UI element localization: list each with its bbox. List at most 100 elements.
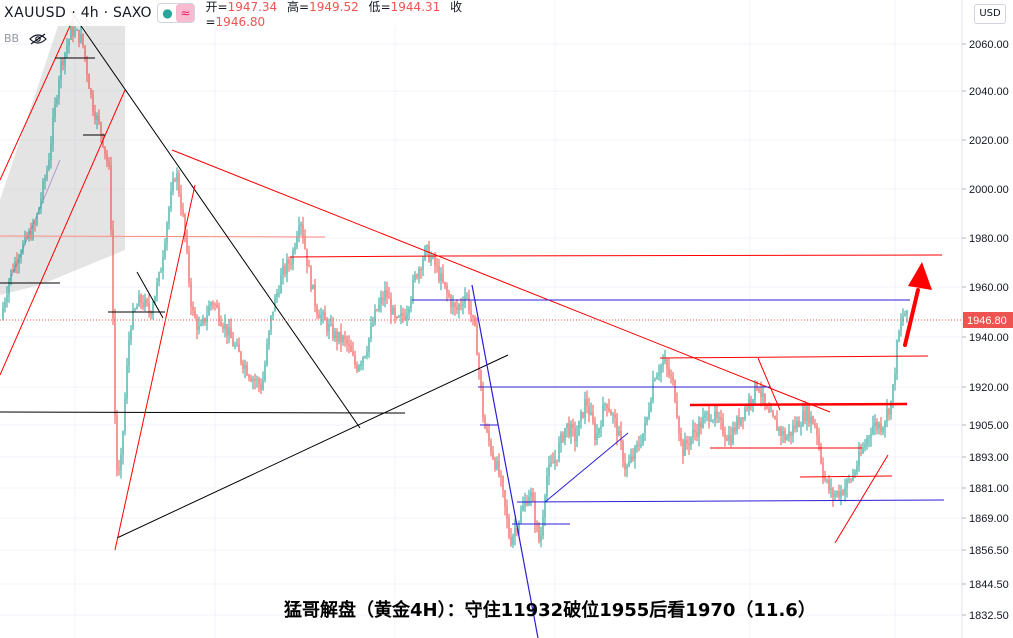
candle-body	[234, 345, 236, 347]
high-value: 1949.52	[309, 0, 359, 14]
candle	[794, 416, 796, 433]
candle	[202, 314, 204, 327]
candle	[672, 371, 674, 386]
candle	[178, 169, 180, 197]
candle	[572, 418, 574, 437]
candle	[566, 423, 568, 438]
candle-body	[896, 341, 898, 374]
candle-body	[160, 271, 162, 273]
open-label: 开	[205, 0, 218, 14]
candle	[668, 357, 670, 379]
candle-body	[534, 501, 536, 525]
currency-button[interactable]: USD	[974, 4, 1006, 24]
candle-body	[4, 301, 6, 308]
candle	[540, 526, 542, 548]
candle-body	[14, 261, 16, 272]
candle-body	[498, 460, 500, 475]
candle-body	[76, 29, 78, 31]
candle-body	[842, 490, 844, 495]
red-level-line	[659, 355, 929, 359]
candle	[388, 287, 390, 299]
candle	[702, 407, 704, 429]
candle	[774, 415, 776, 420]
candle-body	[668, 367, 670, 375]
candle	[636, 440, 638, 453]
candle-body	[476, 325, 478, 356]
candle-body	[522, 505, 524, 511]
candle	[662, 354, 664, 373]
candle	[376, 308, 378, 312]
candle-body	[128, 340, 130, 366]
candle	[400, 304, 402, 325]
candle	[278, 285, 280, 298]
candle-body	[78, 29, 80, 43]
candle-body	[740, 417, 742, 425]
candle	[846, 477, 848, 498]
candle-body	[120, 454, 122, 470]
compare-wave-icon[interactable]: ≈	[176, 4, 195, 22]
separator: ·	[103, 5, 109, 21]
candle-body	[696, 431, 698, 437]
symbol-name[interactable]: XAUUSD	[4, 5, 67, 21]
candle	[776, 410, 778, 431]
candle	[412, 274, 414, 305]
candle	[468, 289, 470, 315]
candle	[382, 291, 384, 306]
candle	[144, 293, 146, 312]
candle-body	[194, 310, 196, 318]
candle	[220, 315, 222, 327]
eye-off-icon[interactable]	[29, 33, 47, 45]
candle-body	[844, 487, 846, 495]
candle	[714, 404, 716, 427]
candle-body	[666, 359, 668, 368]
candle-body	[314, 284, 316, 307]
candle-body	[426, 245, 428, 248]
candle-body	[558, 443, 560, 461]
candle	[788, 424, 790, 442]
candle-body	[468, 294, 470, 311]
candle-body	[98, 115, 100, 123]
candle-body	[906, 310, 908, 315]
candle-body	[880, 423, 882, 432]
candle	[840, 485, 842, 506]
candle	[876, 418, 878, 435]
candle-body	[382, 297, 384, 301]
candle	[602, 396, 604, 427]
candle	[474, 315, 476, 327]
red-trend-line	[757, 357, 781, 411]
candle-body	[760, 391, 762, 397]
candle-body	[30, 231, 32, 239]
candle	[6, 286, 8, 308]
candle-body	[344, 336, 346, 339]
candle	[260, 378, 262, 395]
candle-body	[260, 384, 262, 390]
candle-body	[280, 275, 282, 293]
interval-label[interactable]: 4h	[80, 5, 99, 21]
candle-body	[812, 416, 814, 425]
candle-body	[282, 266, 284, 276]
candle-body	[22, 242, 24, 254]
candle-body	[432, 256, 434, 258]
status-dot-icon[interactable]: ●	[162, 6, 173, 20]
candle-body	[20, 253, 22, 259]
candle-body	[218, 307, 220, 322]
indicator-name[interactable]: BB	[4, 32, 20, 45]
chart-options-pill[interactable]: ● ≈	[157, 3, 196, 23]
candle	[212, 300, 214, 310]
candle	[346, 335, 348, 352]
candle-body	[444, 281, 446, 286]
candle-body	[510, 536, 512, 545]
candle-body	[440, 273, 442, 281]
candle-body	[316, 306, 318, 315]
candle-body	[376, 309, 378, 311]
candle	[100, 121, 102, 143]
candle	[188, 245, 190, 288]
candle-body	[888, 409, 890, 415]
candle	[906, 309, 908, 323]
candle-body	[670, 374, 672, 377]
candle	[130, 325, 132, 346]
candle	[190, 277, 192, 315]
red-level-line	[0, 235, 326, 238]
candle	[360, 360, 362, 371]
